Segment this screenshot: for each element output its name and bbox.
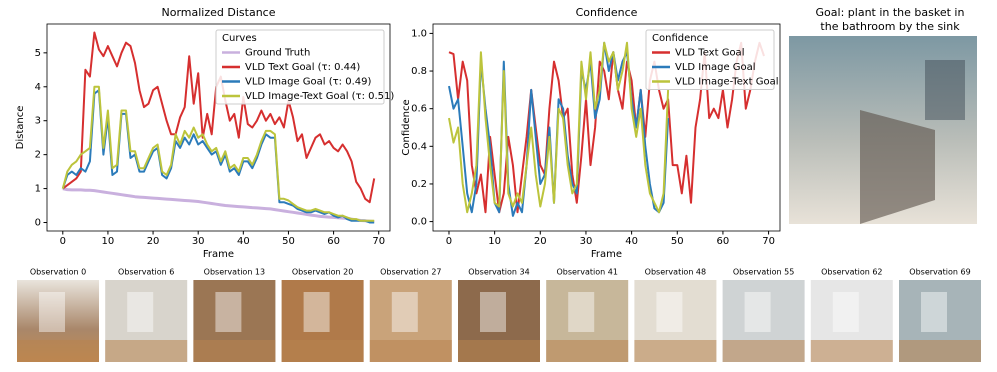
observation-label: Observation 48 xyxy=(645,268,706,277)
observation-image-floor xyxy=(458,340,540,362)
y-tick-label: 0.8 xyxy=(411,66,427,77)
observation-image-floor xyxy=(899,340,981,362)
x-tick-label: 30 xyxy=(192,236,205,247)
x-tick-label: 10 xyxy=(102,236,115,247)
observation-image-floor xyxy=(369,340,452,362)
goal-image-detail xyxy=(925,60,965,120)
observation-image-floor xyxy=(634,340,717,362)
y-axis-label: Distance xyxy=(15,106,26,150)
y-tick-label: 3 xyxy=(35,116,41,127)
series-line xyxy=(448,41,765,214)
legend-label: VLD Text Goal (τ: 0.44) xyxy=(245,62,360,73)
y-tick-label: 0 xyxy=(35,218,41,229)
x-axis-label: Frame xyxy=(591,249,622,260)
legend-label: VLD Image-Text Goal (τ: 0.51) xyxy=(245,91,394,102)
x-tick-label: 50 xyxy=(671,236,684,247)
series-line xyxy=(448,41,670,214)
observation-image-detail xyxy=(39,292,65,332)
observation-image-detail xyxy=(744,292,771,332)
legend-label: VLD Image Goal (τ: 0.49) xyxy=(245,77,371,88)
x-tick-label: 0 xyxy=(446,236,452,247)
observation-label: Observation 55 xyxy=(733,268,794,277)
goal-panel: Goal: plant in the basket in the bathroo… xyxy=(789,6,977,224)
x-tick-label: 70 xyxy=(762,236,775,247)
goal-text: the bathroom by the sink xyxy=(820,20,960,33)
series-line xyxy=(61,85,375,222)
observation-image-floor xyxy=(546,340,629,362)
y-tick-label: 0.2 xyxy=(411,179,427,190)
x-tick-label: 20 xyxy=(147,236,160,247)
x-tick-label: 70 xyxy=(372,236,385,247)
goal-text: Goal: plant in the basket in xyxy=(816,6,965,19)
observation-image-floor xyxy=(281,340,364,362)
observation-label: Observation 6 xyxy=(118,268,174,277)
observation-label: Observation 0 xyxy=(30,268,86,277)
observation-image-detail xyxy=(832,292,859,332)
legend-title: Confidence xyxy=(652,33,708,44)
observations: Observation 0 Observation 6 Observation 13… xyxy=(17,268,981,362)
chart-title: Confidence xyxy=(576,6,638,19)
observation-image-detail xyxy=(480,292,506,332)
y-tick-label: 0.6 xyxy=(411,104,427,115)
observation-image-detail xyxy=(656,292,683,332)
chart-title: Normalized Distance xyxy=(162,6,276,19)
observation-label: Observation 41 xyxy=(556,268,617,277)
legend-label: VLD Image Goal xyxy=(675,62,756,73)
legend-label: Ground Truth xyxy=(245,48,310,59)
observation-image-floor xyxy=(17,340,99,362)
legend-label: VLD Image-Text Goal xyxy=(675,77,778,88)
x-tick-label: 40 xyxy=(237,236,250,247)
y-axis-label: Confidence xyxy=(401,99,412,155)
goal-image-detail xyxy=(860,110,935,224)
observation-label: Observation 34 xyxy=(468,268,529,277)
series-line xyxy=(62,187,375,223)
series-line xyxy=(61,89,375,224)
y-tick-label: 1 xyxy=(35,184,41,195)
observation-label: Observation 27 xyxy=(380,268,441,277)
x-tick-label: 0 xyxy=(60,236,66,247)
legend-box xyxy=(215,29,385,105)
legend-box xyxy=(645,29,775,90)
observation-label: Observation 20 xyxy=(292,268,353,277)
x-tick-label: 60 xyxy=(717,236,730,247)
observation-label: Observation 13 xyxy=(204,268,265,277)
observation-label: Observation 62 xyxy=(821,268,882,277)
x-tick-label: 50 xyxy=(282,236,295,247)
x-tick-label: 20 xyxy=(534,236,547,247)
plot-frame xyxy=(46,23,391,232)
observation-image-detail xyxy=(391,292,418,332)
legend-label: VLD Text Goal xyxy=(675,48,744,59)
legend-title: Curves xyxy=(222,33,257,44)
observation-image-detail xyxy=(303,292,330,332)
observation-image-floor xyxy=(722,340,805,362)
plot-frame xyxy=(432,23,781,232)
y-tick-label: 5 xyxy=(35,48,41,59)
observation-label: Observation 69 xyxy=(909,268,970,277)
y-tick-label: 0.0 xyxy=(411,217,427,228)
y-tick-label: 2 xyxy=(35,150,41,161)
x-axis-label: Frame xyxy=(203,249,234,260)
observation-image-detail xyxy=(127,292,154,332)
x-tick-label: 30 xyxy=(580,236,593,247)
observation-image-detail xyxy=(215,292,242,332)
x-tick-label: 60 xyxy=(327,236,340,247)
observation-image-floor xyxy=(193,340,276,362)
observation-image-detail xyxy=(921,292,947,332)
observation-image-floor xyxy=(105,340,188,362)
y-tick-label: 1.0 xyxy=(411,28,427,39)
y-tick-label: 4 xyxy=(35,82,41,93)
y-tick-label: 0.4 xyxy=(411,141,427,152)
observation-image-floor xyxy=(810,340,893,362)
observation-image-detail xyxy=(568,292,595,332)
x-tick-label: 10 xyxy=(488,236,501,247)
x-tick-label: 40 xyxy=(625,236,638,247)
